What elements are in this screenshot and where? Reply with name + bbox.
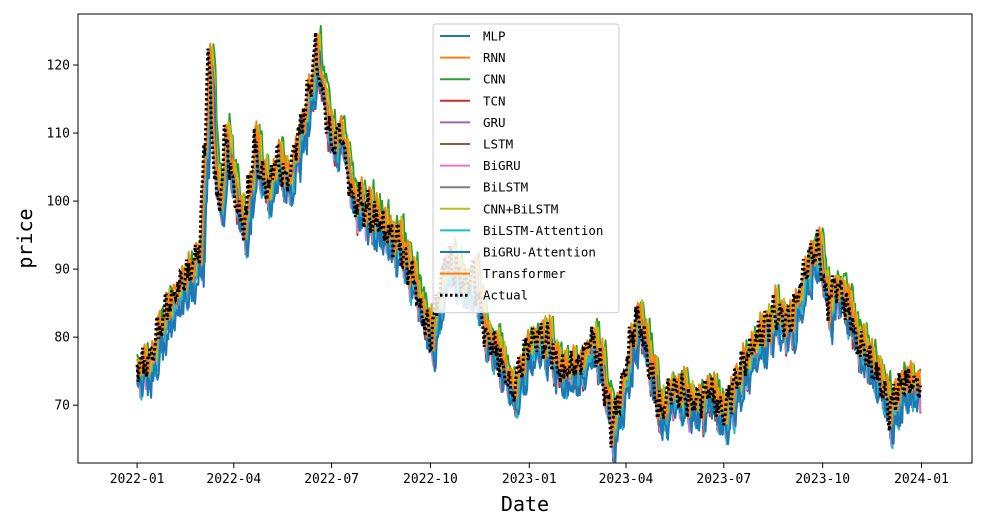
legend-label: BiGRU bbox=[483, 158, 521, 173]
legend: MLP RNN CNN TCN GRU LSTM BiGRU BiLSTM CNN+BiLSTM… bbox=[432, 23, 620, 314]
series-line-transformer bbox=[136, 32, 922, 447]
x-tick-label: 2022-04 bbox=[206, 472, 261, 487]
y-tick-label: 100 bbox=[47, 195, 70, 210]
legend-box bbox=[432, 23, 620, 314]
x-tick-label: 2023-04 bbox=[599, 472, 654, 487]
legend-label: CNN+BiLSTM bbox=[483, 201, 558, 216]
x-tick-label: 2024-01 bbox=[894, 472, 949, 487]
plot-frame bbox=[77, 13, 973, 464]
x-tick-label: 2023-01 bbox=[502, 472, 557, 487]
y-tick-label: 110 bbox=[47, 127, 70, 142]
legend-label: MLP bbox=[483, 29, 506, 44]
legend-label: Transformer bbox=[483, 266, 566, 281]
y-tick-label: 80 bbox=[54, 331, 70, 346]
y-axis-title: price bbox=[13, 208, 37, 268]
legend-label: Actual bbox=[483, 288, 528, 303]
y-tick-label: 70 bbox=[54, 399, 70, 414]
x-axis-title: Date bbox=[501, 492, 549, 516]
x-tick-label: 2022-01 bbox=[110, 472, 165, 487]
legend-label: BiGRU-Attention bbox=[483, 245, 596, 260]
legend-label: RNN bbox=[483, 50, 506, 65]
series-layer bbox=[135, 24, 922, 463]
y-tick-label: 120 bbox=[47, 59, 70, 74]
ticks-layer: 70 80 90 100 110 120 2022-01 2022-04 2022-07 2022… bbox=[47, 59, 949, 487]
x-tick-label: 2022-10 bbox=[403, 472, 458, 487]
legend-label: LSTM bbox=[483, 137, 513, 152]
x-tick-label: 2023-07 bbox=[696, 472, 751, 487]
legend-label: TCN bbox=[483, 93, 506, 108]
legend-label: GRU bbox=[483, 115, 506, 130]
y-tick-label: 90 bbox=[54, 263, 70, 278]
legend-label: CNN bbox=[483, 72, 506, 87]
x-tick-label: 2022-07 bbox=[304, 472, 359, 487]
legend-label: BiLSTM bbox=[483, 180, 528, 195]
legend-label: BiLSTM-Attention bbox=[483, 223, 603, 238]
x-tick-label: 2023-10 bbox=[795, 472, 850, 487]
